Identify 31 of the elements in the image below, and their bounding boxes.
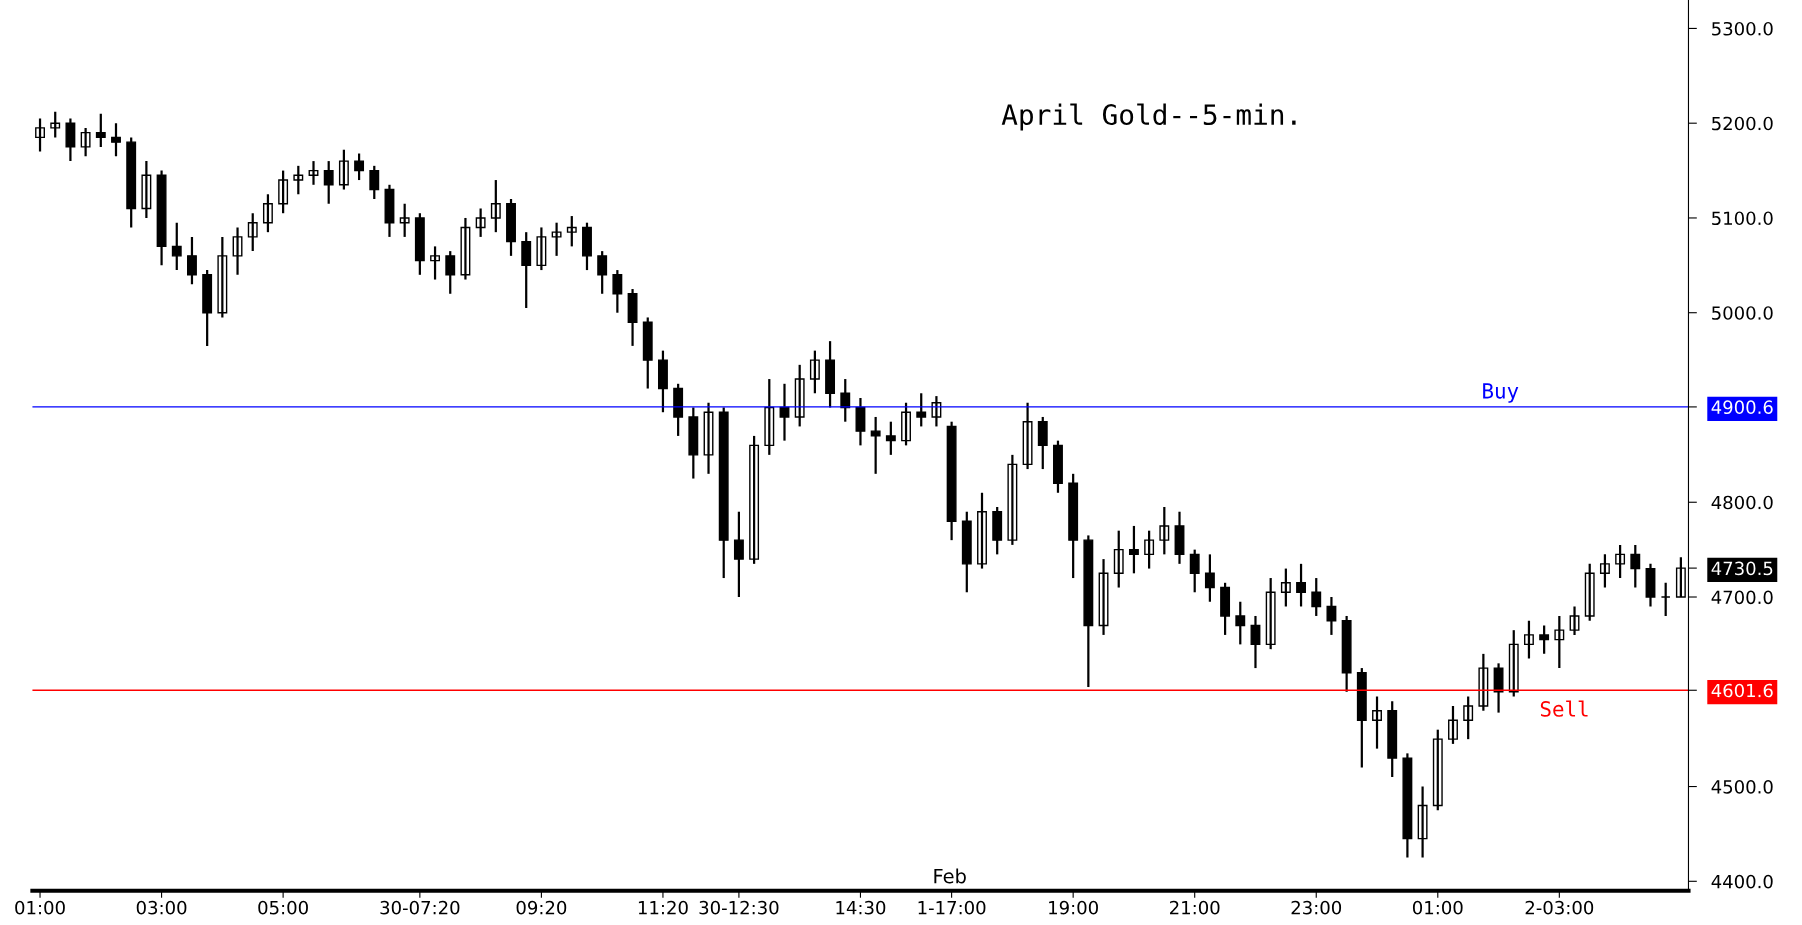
- y-tick-label: 4800.0: [1711, 495, 1773, 510]
- y-tick-label: 4400.0: [1711, 874, 1773, 889]
- y-tick-label: 4700.0: [1711, 590, 1773, 605]
- ref-line-label: Buy: [1483, 383, 1519, 403]
- candlestick: [870, 415, 881, 475]
- x-tick-label: 09:20: [516, 900, 567, 915]
- y-tick-label: 5300.0: [1712, 21, 1773, 36]
- x-tick-label: 21:00: [1170, 900, 1220, 915]
- x-tick-label: 14:30: [836, 900, 886, 915]
- candlestick: [50, 110, 61, 139]
- x-tick-label: 1-17:00: [918, 900, 986, 915]
- y-tick-label: 5100.0: [1712, 211, 1773, 226]
- x-tick-label: 30-07:20: [380, 900, 460, 915]
- x-tick-label: 2-03:00: [1525, 900, 1594, 915]
- y-tick-label: 4500.0: [1711, 779, 1773, 794]
- ref-line-label: Sell: [1540, 700, 1588, 717]
- x-tick-label: 01:00: [15, 900, 65, 915]
- x-tick-label: 01:00: [1412, 900, 1463, 915]
- x-tick-label: 03:00: [136, 900, 187, 915]
- y-tick-label: 5200.0: [1712, 116, 1773, 131]
- x-tick-label: 19:00: [1049, 900, 1098, 915]
- x-tick-label: 05:00: [258, 900, 308, 915]
- annotation: Feb: [934, 868, 966, 884]
- y-tick-label: 4900.6: [1711, 400, 1773, 415]
- y-tick-label: 4601.6: [1711, 683, 1773, 698]
- x-tick-label: 11:20: [638, 900, 688, 915]
- x-tick-label: 23:00: [1291, 900, 1342, 915]
- text: April Gold--5-min.: [1001, 103, 1296, 131]
- y-tick-label: 5000.0: [1712, 306, 1773, 320]
- x-tick-label: 30-12:30: [699, 900, 779, 915]
- y-tick-label: 4730.5: [1711, 561, 1773, 576]
